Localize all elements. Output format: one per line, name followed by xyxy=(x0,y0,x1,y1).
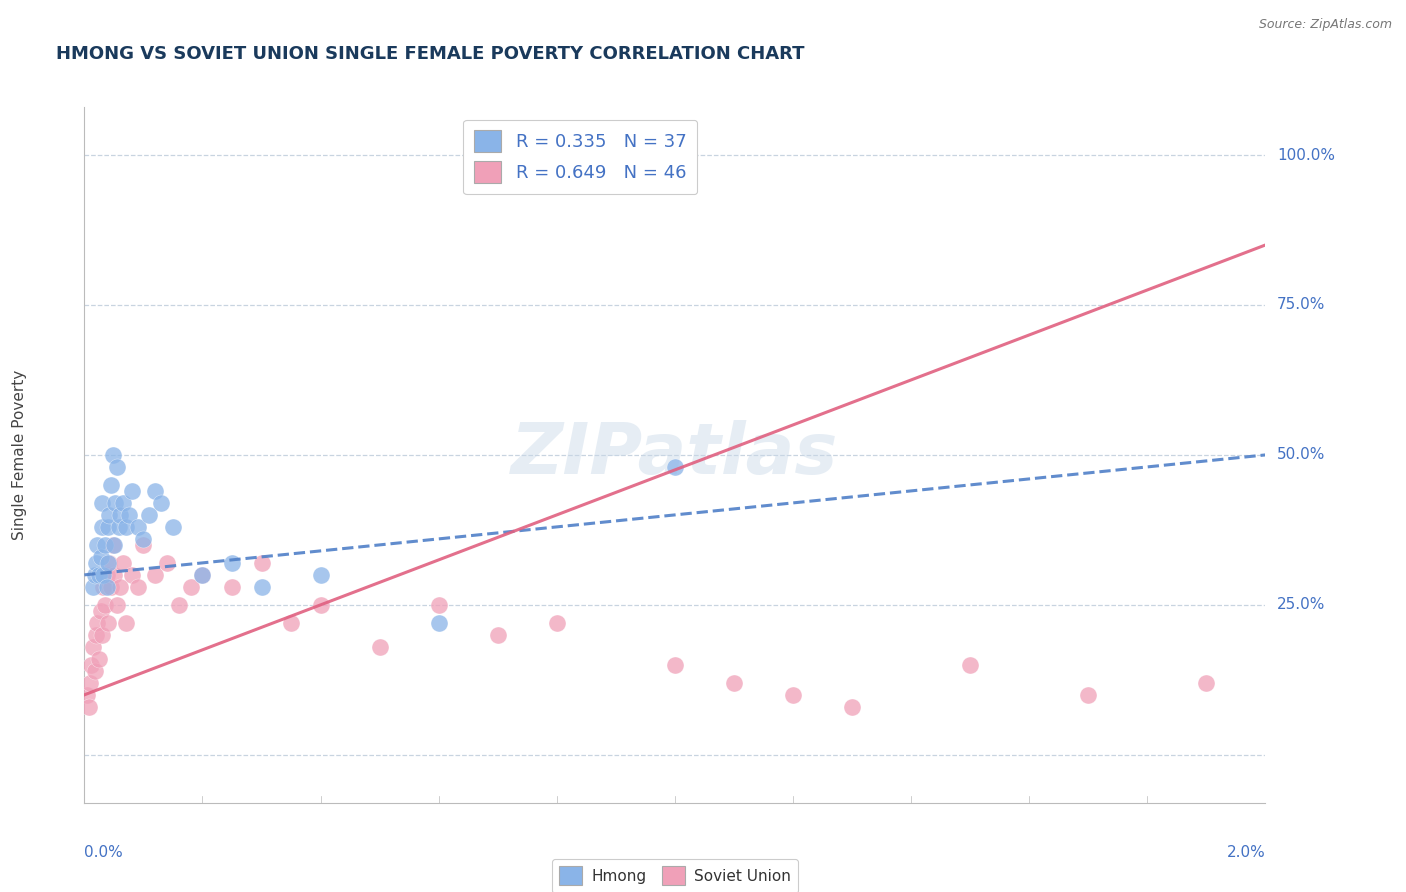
Point xyxy=(143,567,166,582)
Point xyxy=(167,598,190,612)
Point xyxy=(97,520,120,534)
Point xyxy=(76,688,98,702)
Point xyxy=(309,598,332,612)
Text: 100.0%: 100.0% xyxy=(1277,147,1336,162)
Point xyxy=(180,580,202,594)
Point xyxy=(91,580,114,594)
Point xyxy=(94,538,117,552)
Point xyxy=(104,496,127,510)
Point xyxy=(80,657,103,672)
Text: 25.0%: 25.0% xyxy=(1277,598,1326,613)
Point xyxy=(87,652,111,666)
Point xyxy=(959,657,981,672)
Point xyxy=(118,508,141,522)
Point xyxy=(546,615,568,630)
Point xyxy=(127,580,149,594)
Point xyxy=(121,567,143,582)
Text: 2.0%: 2.0% xyxy=(1226,845,1265,860)
Point xyxy=(143,483,166,498)
Point xyxy=(138,508,160,522)
Point xyxy=(90,549,112,564)
Point xyxy=(103,567,125,582)
Point xyxy=(84,567,107,582)
Point xyxy=(427,615,450,630)
Point xyxy=(368,640,391,654)
Point xyxy=(280,615,302,630)
Point xyxy=(82,580,104,594)
Point xyxy=(108,508,131,522)
Text: Source: ZipAtlas.com: Source: ZipAtlas.com xyxy=(1258,18,1392,31)
Point xyxy=(97,615,120,630)
Point xyxy=(94,598,117,612)
Text: ZIPatlas: ZIPatlas xyxy=(512,420,838,490)
Point xyxy=(84,556,107,570)
Point xyxy=(87,567,111,582)
Point xyxy=(127,520,149,534)
Point xyxy=(107,520,129,534)
Text: HMONG VS SOVIET UNION SINGLE FEMALE POVERTY CORRELATION CHART: HMONG VS SOVIET UNION SINGLE FEMALE POVE… xyxy=(56,45,804,62)
Point xyxy=(150,496,173,510)
Point xyxy=(162,520,184,534)
Point xyxy=(98,556,121,570)
Point xyxy=(77,699,100,714)
Point xyxy=(82,640,104,654)
Point xyxy=(664,459,686,474)
Point xyxy=(723,676,745,690)
Text: 50.0%: 50.0% xyxy=(1277,448,1326,462)
Point xyxy=(96,580,118,594)
Point xyxy=(84,628,107,642)
Text: 0.0%: 0.0% xyxy=(84,845,124,860)
Point xyxy=(101,538,124,552)
Point xyxy=(1195,676,1218,690)
Point xyxy=(86,538,108,552)
Point xyxy=(111,556,134,570)
Text: Single Female Poverty: Single Female Poverty xyxy=(11,370,27,540)
Point xyxy=(782,688,804,702)
Point xyxy=(105,598,128,612)
Point xyxy=(111,496,134,510)
Point xyxy=(191,567,214,582)
Point xyxy=(250,556,273,570)
Point xyxy=(191,567,214,582)
Point xyxy=(309,567,332,582)
Point xyxy=(103,538,125,552)
Point xyxy=(91,520,114,534)
Point xyxy=(86,615,108,630)
Point xyxy=(156,556,179,570)
Point xyxy=(221,556,243,570)
Point xyxy=(250,580,273,594)
Point xyxy=(132,538,155,552)
Point xyxy=(100,478,122,492)
Point xyxy=(114,615,136,630)
Point xyxy=(121,483,143,498)
Point xyxy=(97,556,120,570)
Point xyxy=(105,459,128,474)
Point xyxy=(664,657,686,672)
Point xyxy=(79,676,101,690)
Point xyxy=(132,532,155,546)
Legend: Hmong, Soviet Union: Hmong, Soviet Union xyxy=(551,859,799,892)
Point xyxy=(91,628,114,642)
Point xyxy=(90,604,112,618)
Point xyxy=(100,580,122,594)
Point xyxy=(108,580,131,594)
Point xyxy=(427,598,450,612)
Point xyxy=(96,567,118,582)
Point xyxy=(841,699,863,714)
Point xyxy=(84,664,107,678)
Point xyxy=(91,567,114,582)
Point xyxy=(91,496,114,510)
Point xyxy=(114,520,136,534)
Point xyxy=(101,448,124,462)
Point xyxy=(1077,688,1099,702)
Point xyxy=(221,580,243,594)
Point xyxy=(486,628,509,642)
Point xyxy=(98,508,121,522)
Text: 75.0%: 75.0% xyxy=(1277,297,1326,312)
